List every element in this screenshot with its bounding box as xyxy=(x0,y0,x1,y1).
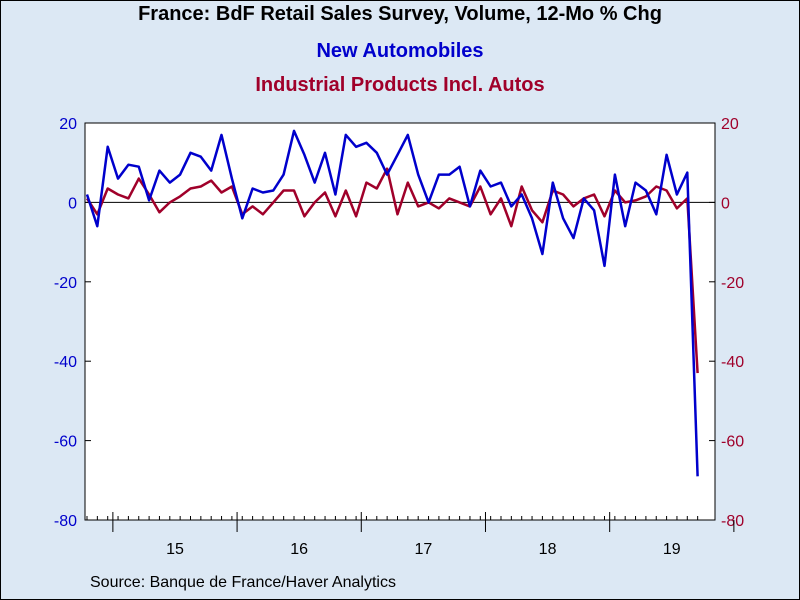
y-right-tick-label: -20 xyxy=(721,275,744,292)
chart-title: France: BdF Retail Sales Survey, Volume,… xyxy=(138,3,662,25)
source-note: Source: Banque de France/Haver Analytics xyxy=(90,574,396,591)
x-tick-label: 16 xyxy=(290,541,308,558)
x-tick-label: 15 xyxy=(166,541,184,558)
series-line-new-automobiles xyxy=(85,129,699,477)
y-left-tick-label: -60 xyxy=(54,434,77,451)
legend-new-automobiles: New Automobiles xyxy=(316,40,484,62)
series-lines xyxy=(85,129,699,477)
y-left-tick-label: -80 xyxy=(54,513,77,530)
x-tick-label: 19 xyxy=(663,541,681,558)
y-right-tick-label: 20 xyxy=(721,116,739,133)
axes: 20 0 -20 -40 -60 -80 20 0 -20 -40 -60 -80 15 16 17 18 19 xyxy=(54,116,744,558)
legend-industrial-products: Industrial Products Incl. Autos xyxy=(255,74,545,96)
y-right-tick-label: -40 xyxy=(721,354,744,371)
y-left-tick-label: 20 xyxy=(59,116,77,133)
y-right-tick-label: 0 xyxy=(721,195,730,212)
x-tick-label: 18 xyxy=(539,541,557,558)
x-tick-label: 17 xyxy=(414,541,432,558)
y-left-tick-label: 0 xyxy=(68,195,77,212)
y-right-tick-label: -60 xyxy=(721,434,744,451)
series-line-industrial-products-incl-autos xyxy=(85,167,699,374)
y-left-tick-label: -40 xyxy=(54,354,77,371)
y-left-tick-label: -20 xyxy=(54,275,77,292)
y-right-tick-label: -80 xyxy=(721,513,744,530)
plot-area xyxy=(84,122,716,521)
